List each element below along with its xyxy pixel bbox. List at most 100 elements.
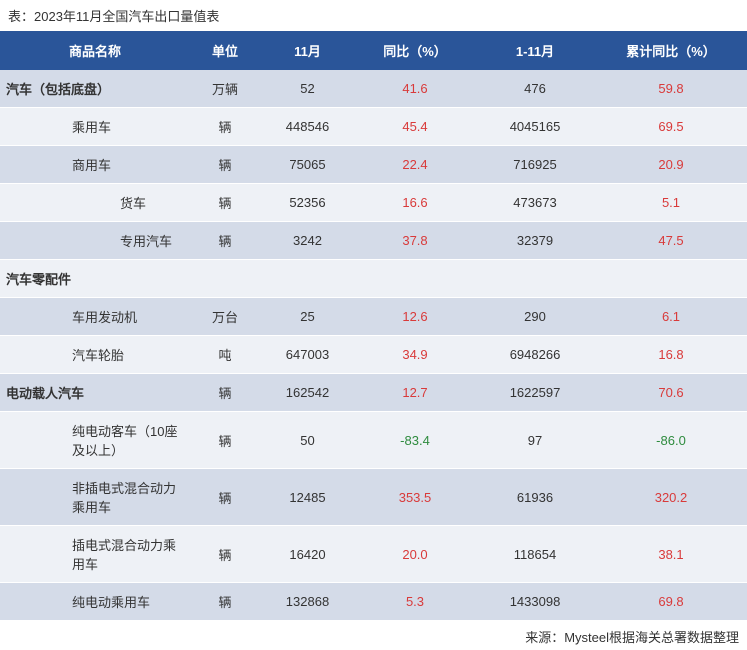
cell-name: 商用车	[0, 146, 190, 184]
cell-nov: 16420	[260, 526, 355, 583]
cell-cum: 6948266	[475, 336, 595, 374]
table-row: 汽车零配件	[0, 260, 747, 298]
cell-yoy: 22.4	[355, 146, 475, 184]
cell-unit: 万台	[190, 298, 260, 336]
cell-unit	[190, 260, 260, 298]
cell-yoy: -83.4	[355, 412, 475, 469]
cell-cyoy: 16.8	[595, 336, 747, 374]
cell-unit: 辆	[190, 222, 260, 260]
cell-cyoy: 69.8	[595, 583, 747, 621]
cell-nov: 25	[260, 298, 355, 336]
cell-yoy: 45.4	[355, 108, 475, 146]
cell-cyoy	[595, 260, 747, 298]
cell-name: 纯电动客车（10座及以上）	[0, 412, 190, 469]
cell-cyoy: 38.1	[595, 526, 747, 583]
cell-yoy: 37.8	[355, 222, 475, 260]
cell-cyoy: 47.5	[595, 222, 747, 260]
cell-name: 纯电动乘用车	[0, 583, 190, 621]
cell-unit: 万辆	[190, 70, 260, 108]
cell-yoy: 12.7	[355, 374, 475, 412]
cell-unit: 辆	[190, 412, 260, 469]
cell-name: 乘用车	[0, 108, 190, 146]
cell-yoy: 41.6	[355, 70, 475, 108]
cell-cum: 716925	[475, 146, 595, 184]
cell-name: 车用发动机	[0, 298, 190, 336]
cell-name: 插电式混合动力乘用车	[0, 526, 190, 583]
table-body: 汽车（包括底盘）万辆5241.647659.8乘用车辆44854645.4404…	[0, 70, 747, 621]
cell-unit: 吨	[190, 336, 260, 374]
cell-name: 非插电式混合动力乘用车	[0, 469, 190, 526]
col-nov: 11月	[260, 31, 355, 70]
cell-yoy: 20.0	[355, 526, 475, 583]
col-unit: 单位	[190, 31, 260, 70]
table-row: 电动载人汽车辆16254212.7162259770.6	[0, 374, 747, 412]
cell-cum: 476	[475, 70, 595, 108]
cell-unit: 辆	[190, 583, 260, 621]
table-row: 纯电动乘用车辆1328685.3143309869.8	[0, 583, 747, 621]
cell-unit: 辆	[190, 374, 260, 412]
cell-name: 专用汽车	[0, 222, 190, 260]
cell-unit: 辆	[190, 526, 260, 583]
cell-cum: 61936	[475, 469, 595, 526]
cell-unit: 辆	[190, 469, 260, 526]
cell-cyoy: 70.6	[595, 374, 747, 412]
cell-name: 汽车轮胎	[0, 336, 190, 374]
cell-unit: 辆	[190, 184, 260, 222]
col-name: 商品名称	[0, 31, 190, 70]
cell-cum	[475, 260, 595, 298]
table-row: 非插电式混合动力乘用车辆12485353.561936320.2	[0, 469, 747, 526]
cell-yoy: 5.3	[355, 583, 475, 621]
cell-nov: 52	[260, 70, 355, 108]
table-row: 专用汽车辆324237.83237947.5	[0, 222, 747, 260]
cell-nov: 132868	[260, 583, 355, 621]
table-row: 商用车辆7506522.471692520.9	[0, 146, 747, 184]
cell-cyoy: 69.5	[595, 108, 747, 146]
cell-cum: 4045165	[475, 108, 595, 146]
cell-nov: 12485	[260, 469, 355, 526]
table-row: 货车辆5235616.64736735.1	[0, 184, 747, 222]
cell-cum: 473673	[475, 184, 595, 222]
cell-nov: 75065	[260, 146, 355, 184]
cell-yoy: 12.6	[355, 298, 475, 336]
col-cyoy: 累计同比（%）	[595, 31, 747, 70]
table-header-row: 商品名称 单位 11月 同比（%） 1-11月 累计同比（%）	[0, 31, 747, 70]
cell-cyoy: 5.1	[595, 184, 747, 222]
cell-cum: 290	[475, 298, 595, 336]
cell-name: 汽车零配件	[0, 260, 190, 298]
cell-unit: 辆	[190, 108, 260, 146]
cell-nov: 647003	[260, 336, 355, 374]
cell-yoy: 34.9	[355, 336, 475, 374]
cell-cum: 1622597	[475, 374, 595, 412]
cell-cum: 1433098	[475, 583, 595, 621]
cell-nov	[260, 260, 355, 298]
cell-name: 电动载人汽车	[0, 374, 190, 412]
cell-cyoy: 20.9	[595, 146, 747, 184]
cell-nov: 50	[260, 412, 355, 469]
cell-cum: 32379	[475, 222, 595, 260]
table-source: 来源：Mysteel根据海关总署数据整理	[0, 621, 747, 650]
cell-cyoy: 6.1	[595, 298, 747, 336]
cell-cum: 118654	[475, 526, 595, 583]
cell-yoy: 16.6	[355, 184, 475, 222]
col-cum: 1-11月	[475, 31, 595, 70]
cell-nov: 52356	[260, 184, 355, 222]
cell-cyoy: 59.8	[595, 70, 747, 108]
cell-unit: 辆	[190, 146, 260, 184]
cell-yoy	[355, 260, 475, 298]
table-row: 车用发动机万台2512.62906.1	[0, 298, 747, 336]
cell-cum: 97	[475, 412, 595, 469]
export-table: 商品名称 单位 11月 同比（%） 1-11月 累计同比（%） 汽车（包括底盘）…	[0, 31, 747, 621]
table-row: 插电式混合动力乘用车辆1642020.011865438.1	[0, 526, 747, 583]
cell-cyoy: -86.0	[595, 412, 747, 469]
cell-name: 汽车（包括底盘）	[0, 70, 190, 108]
cell-name: 货车	[0, 184, 190, 222]
table-row: 汽车轮胎吨64700334.9694826616.8	[0, 336, 747, 374]
table-row: 乘用车辆44854645.4404516569.5	[0, 108, 747, 146]
table-row: 汽车（包括底盘）万辆5241.647659.8	[0, 70, 747, 108]
cell-nov: 162542	[260, 374, 355, 412]
cell-cyoy: 320.2	[595, 469, 747, 526]
cell-yoy: 353.5	[355, 469, 475, 526]
table-title: 表：2023年11月全国汽车出口量值表	[0, 0, 747, 31]
col-yoy: 同比（%）	[355, 31, 475, 70]
cell-nov: 3242	[260, 222, 355, 260]
